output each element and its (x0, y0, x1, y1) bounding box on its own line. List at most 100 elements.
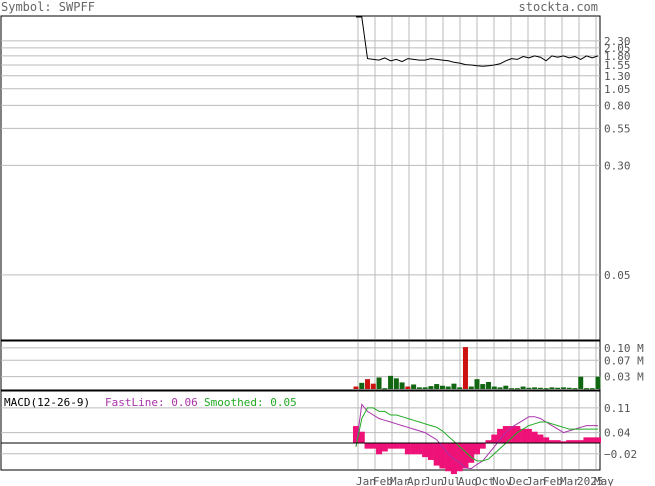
macd-tick-label: 0.11 (604, 402, 631, 415)
macd-histogram-bar (595, 437, 601, 443)
volume-bar (434, 384, 440, 389)
price-tick-label: 0.55 (604, 122, 631, 135)
volume-bar (393, 378, 399, 389)
volume-bar (578, 376, 584, 389)
x-month-label: Dec (509, 475, 529, 486)
macd-panel: 0.11 0.04 −0.02 MACD(12-26-9) FastLine: 0.… (0, 390, 637, 475)
volume-bar (537, 387, 543, 389)
volume-bar (583, 388, 589, 390)
volume-bar (428, 386, 434, 389)
volume-bar (382, 388, 388, 390)
macd-histogram-bar (404, 443, 411, 455)
x-month-label: Jan (356, 475, 376, 486)
macd-histogram-bar (387, 443, 394, 449)
price-panel: 2.302.051.801.551.301.05 0.80 0.55 0.30 0.05 (0, 15, 631, 341)
price-series-line (356, 16, 599, 67)
volume-bar (514, 388, 520, 390)
price-tick-label: 2.05 (604, 42, 631, 55)
x-month-label: 2025 (577, 475, 604, 486)
macd-tick-label: −0.02 (604, 448, 637, 461)
macd-histogram-bar (548, 440, 555, 443)
site-label: stockta.com (519, 0, 598, 14)
x-month-label: Jan (526, 475, 546, 486)
macd-histogram-bar (445, 443, 452, 472)
volume-bar (509, 388, 515, 390)
volume-bar (422, 387, 428, 389)
volume-bar (445, 386, 451, 389)
volume-bar (497, 387, 503, 389)
price-tick-label: 2.30 (604, 35, 631, 48)
macd-gridlines (1, 392, 600, 469)
macd-histogram-bar (508, 426, 515, 443)
macd-histogram-bar (583, 437, 590, 443)
x-axis-month-labels: JanFebMarAprJunJulAugOctNovDecJanFebMar2… (356, 475, 614, 486)
macd-histogram-bar (370, 443, 377, 449)
macd-histogram-bar (439, 443, 446, 469)
price-tick-label: 1.55 (604, 59, 631, 72)
macd-histogram-bar (381, 443, 388, 452)
volume-panel: 0.10 M0.07 M 0.03 M (0, 340, 644, 391)
x-month-label: Feb (373, 475, 393, 486)
volume-bar (353, 386, 359, 389)
volume-bar (376, 377, 382, 389)
volume-bar (439, 385, 445, 389)
macd-legend-fast: FastLine: 0.06 (105, 396, 198, 409)
volume-bar (595, 376, 601, 389)
macd-legend-smoothed: Smoothed: 0.05 (204, 396, 297, 409)
volume-bar (491, 386, 497, 389)
volume-panel-frame (0, 340, 601, 391)
volume-bar (416, 387, 422, 389)
macd-histogram-bar (537, 434, 544, 443)
macd-histogram-bar (462, 443, 469, 469)
macd-histogram-bar (393, 443, 400, 449)
volume-bar (555, 387, 561, 389)
macd-histogram-bar (416, 443, 423, 455)
macd-histogram-bar (364, 443, 371, 449)
macd-histogram-bar (497, 428, 504, 443)
macd-histogram-bar (491, 434, 498, 443)
volume-bar (457, 387, 463, 389)
volume-bar (589, 388, 595, 390)
volume-bar (370, 383, 376, 389)
macd-histogram-bar (520, 428, 527, 443)
x-month-label: Jul (441, 475, 461, 486)
symbol-label: Symbol: SWPFF (1, 0, 95, 14)
x-month-label: Apr (407, 475, 427, 486)
macd-histogram-bar (589, 437, 596, 443)
volume-tick-label: 0.10 M (604, 342, 644, 355)
price-tick-label: 0.05 (604, 269, 631, 282)
x-month-label: Mar (390, 475, 410, 486)
volume-bars (353, 347, 601, 390)
macd-panel-frame (0, 390, 601, 471)
macd-histogram-bar (353, 426, 359, 443)
volume-bar (486, 382, 492, 389)
volume-tick-labels: 0.10 M0.07 M 0.03 M (604, 342, 644, 384)
volume-bar (365, 379, 371, 389)
macd-histogram-bar (422, 443, 429, 458)
volume-bar (480, 384, 486, 389)
macd-histogram-bar (456, 443, 463, 472)
x-month-label: May (594, 475, 614, 486)
volume-bar (405, 386, 411, 389)
macd-histogram-bar (560, 441, 567, 443)
macd-histogram-bar (571, 440, 578, 443)
volume-bar (549, 387, 555, 389)
volume-bar (520, 386, 526, 389)
macd-tick-label: 0.04 (604, 427, 631, 440)
macd-smoothed-line (355, 407, 598, 462)
volume-bar (462, 347, 468, 389)
macd-histogram (353, 426, 601, 475)
macd-tick-labels: 0.11 0.04 −0.02 (604, 402, 637, 461)
volume-bar (411, 384, 417, 389)
volume-bar (399, 382, 405, 389)
volume-bar (474, 379, 480, 389)
macd-histogram-bar (433, 443, 440, 466)
volume-bar (532, 387, 538, 389)
macd-histogram-bar (399, 443, 406, 449)
macd-histogram-bar (502, 426, 509, 443)
x-month-label: Aug (458, 475, 478, 486)
volume-bar (468, 386, 474, 389)
macd-histogram-bar (554, 440, 561, 443)
volume-bar (359, 382, 365, 389)
